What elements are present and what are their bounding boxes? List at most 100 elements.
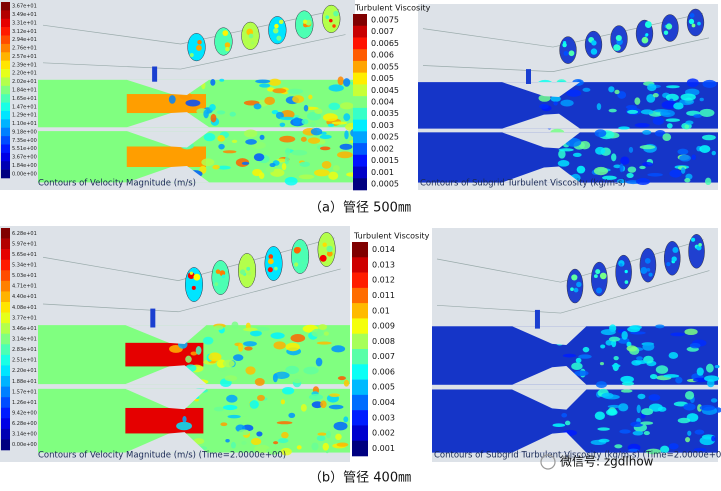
blob: [220, 422, 228, 427]
blob: [624, 280, 629, 284]
blob: [570, 287, 574, 292]
blob: [598, 438, 610, 443]
blob: [608, 86, 615, 93]
probe: [152, 66, 158, 82]
colorbar-swatch: [1, 110, 10, 120]
blob: [666, 262, 671, 267]
blob: [311, 442, 319, 451]
blob: [640, 109, 654, 115]
blob: [241, 441, 247, 445]
blob: [621, 330, 628, 340]
blob: [307, 137, 321, 144]
probe: [534, 309, 540, 329]
blob: [299, 161, 310, 167]
blob: [314, 169, 330, 177]
blob: [238, 429, 250, 436]
blob: [563, 50, 569, 56]
blob: [248, 33, 254, 39]
colorbar-swatch: [353, 60, 367, 73]
blob: [596, 103, 602, 111]
blob: [539, 103, 549, 109]
colorbar-swatch: [353, 178, 367, 191]
nozzle-wall: [125, 432, 207, 453]
blob: [296, 445, 302, 450]
colorbar-label: 3.12e+01: [12, 29, 37, 35]
blob: [328, 171, 339, 180]
colorbar-label: 0.009: [372, 322, 395, 331]
colorbar-swatch: [353, 131, 367, 144]
blob: [646, 268, 651, 272]
blob: [710, 398, 718, 403]
blob: [600, 344, 606, 349]
blob: [254, 326, 270, 332]
blob: [337, 76, 344, 86]
blob: [322, 113, 338, 122]
panel-caption: （a）管径 500㎜: [309, 201, 411, 216]
blob: [239, 416, 249, 424]
blob: [284, 176, 298, 186]
blob: [615, 34, 622, 42]
blob: [332, 165, 340, 172]
colorbar-label: 5.65e+01: [12, 252, 37, 258]
cross-section: [639, 247, 657, 283]
blob: [636, 356, 643, 361]
colorbar-swatch: [1, 69, 10, 78]
colorbar-label: 5.97e+01: [12, 241, 37, 247]
colorbar-label: 0.007: [371, 27, 394, 36]
blob: [607, 404, 621, 409]
colorbar-swatch: [352, 333, 368, 350]
blob: [702, 134, 716, 141]
blob: [195, 346, 202, 355]
blob: [602, 175, 617, 180]
blob: [562, 353, 577, 358]
colorbar-label: 4.71e+01: [12, 284, 37, 290]
blob: [311, 328, 324, 337]
blob: [668, 351, 679, 359]
velocity-contour: 3.67e+01 3.49e+01 3.31e+01 3.12e+01 2.94e+01…: [0, 0, 360, 190]
blob: [672, 247, 679, 253]
blob: [326, 430, 331, 439]
blob: [628, 146, 634, 153]
colorbar-swatch: [353, 96, 367, 109]
blob: [706, 363, 714, 373]
blob: [222, 404, 238, 411]
panel-caption: （b）管径 400㎜: [309, 471, 411, 486]
colorbar-swatch: [1, 376, 10, 387]
blob: [310, 127, 323, 136]
blob: [292, 95, 305, 104]
blob: [218, 143, 225, 150]
blob: [624, 269, 628, 274]
blob: [634, 97, 641, 105]
colorbar-label: 3.49e+01: [12, 12, 37, 18]
colorbar-swatch: [352, 318, 368, 335]
probe: [526, 69, 531, 84]
blob: [652, 116, 665, 126]
blob: [685, 120, 694, 125]
blob: [285, 365, 300, 375]
blob: [568, 50, 575, 57]
blob: [699, 404, 716, 411]
blob: [325, 15, 330, 19]
colorbar-swatch: [352, 287, 368, 304]
blob: [665, 118, 681, 122]
blob: [190, 351, 198, 356]
blob: [193, 438, 205, 445]
blob: [274, 266, 278, 271]
blob: [233, 354, 244, 362]
blob: [599, 362, 604, 366]
blob: [226, 394, 238, 403]
colorbar-swatch: [352, 425, 368, 442]
colorbar-label: 0.004: [372, 398, 395, 407]
blob: [298, 174, 315, 180]
pipe-wireframe: [42, 9, 346, 70]
blob: [558, 149, 566, 159]
blob: [203, 133, 216, 142]
colorbar-swatch: [1, 119, 10, 129]
blob: [619, 263, 623, 267]
colorbar-label: 2.83e+01: [12, 347, 37, 353]
blob: [679, 154, 691, 162]
blob: [573, 287, 579, 293]
throat-jet: [125, 342, 204, 367]
blob: [619, 429, 631, 434]
colorbar-label: 0.0025: [371, 133, 399, 142]
